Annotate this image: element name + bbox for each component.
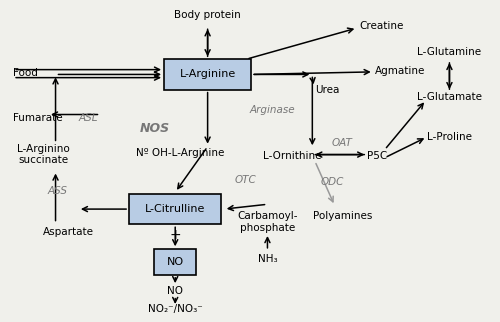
FancyBboxPatch shape xyxy=(164,59,251,90)
Text: L-Arginino
succinate: L-Arginino succinate xyxy=(16,144,70,166)
Text: L-Proline: L-Proline xyxy=(427,132,472,142)
Text: Nº OH-L-Arginine: Nº OH-L-Arginine xyxy=(136,148,224,158)
Text: L-Arginine: L-Arginine xyxy=(180,70,236,80)
FancyBboxPatch shape xyxy=(154,249,196,275)
Text: L-Ornithine: L-Ornithine xyxy=(263,151,322,161)
Text: NH₃: NH₃ xyxy=(258,254,278,264)
Text: Fumarate: Fumarate xyxy=(13,113,63,123)
Text: Agmatine: Agmatine xyxy=(374,66,425,76)
Text: L-Citrulline: L-Citrulline xyxy=(145,204,206,214)
Text: OTC: OTC xyxy=(234,175,256,185)
Text: L-Glutamine: L-Glutamine xyxy=(418,47,482,57)
Text: Arginase: Arginase xyxy=(250,105,295,115)
Text: NO: NO xyxy=(167,286,183,296)
Text: +: + xyxy=(170,228,181,242)
Text: NOS: NOS xyxy=(140,122,170,136)
Text: ASS: ASS xyxy=(48,186,68,196)
Text: ODC: ODC xyxy=(320,177,344,187)
Text: NO₂⁻/NO₃⁻: NO₂⁻/NO₃⁻ xyxy=(148,304,203,314)
Text: Body protein: Body protein xyxy=(174,10,241,20)
Text: P5C: P5C xyxy=(367,151,388,161)
Text: Urea: Urea xyxy=(315,85,339,95)
FancyBboxPatch shape xyxy=(129,194,222,224)
Text: OAT: OAT xyxy=(332,138,352,148)
Text: ASL: ASL xyxy=(78,113,98,123)
Text: NO: NO xyxy=(166,257,184,267)
Text: Polyamines: Polyamines xyxy=(312,211,372,221)
Text: L-Glutamate: L-Glutamate xyxy=(417,92,482,102)
Text: Creatine: Creatine xyxy=(360,21,404,31)
Text: Carbamoyl-
phosphate: Carbamoyl- phosphate xyxy=(237,211,298,233)
Text: Food: Food xyxy=(13,68,38,78)
Text: Aspartate: Aspartate xyxy=(43,227,94,237)
